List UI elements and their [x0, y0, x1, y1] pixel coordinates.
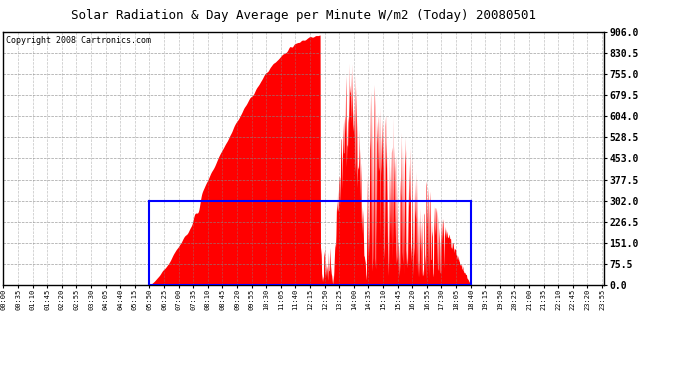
Text: Copyright 2008 Cartronics.com: Copyright 2008 Cartronics.com: [6, 36, 151, 45]
Text: Solar Radiation & Day Average per Minute W/m2 (Today) 20080501: Solar Radiation & Day Average per Minute…: [71, 9, 536, 22]
